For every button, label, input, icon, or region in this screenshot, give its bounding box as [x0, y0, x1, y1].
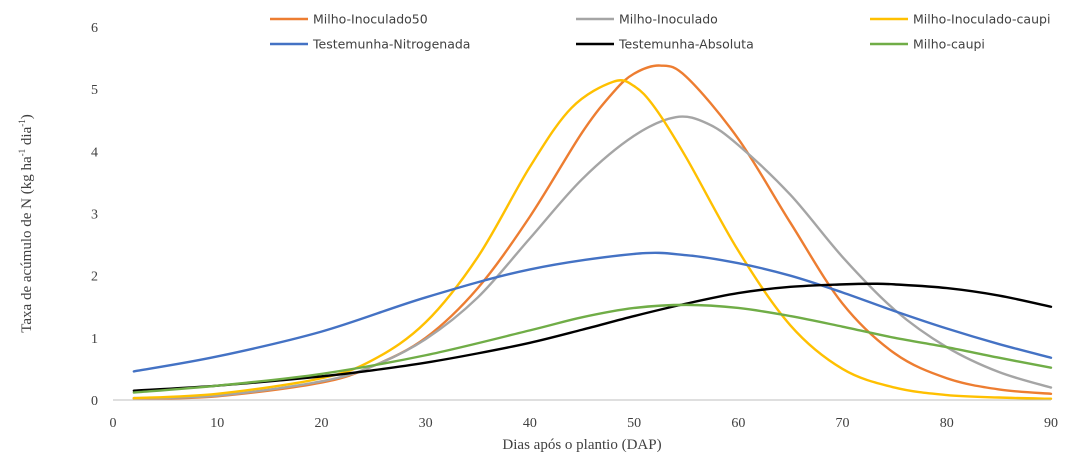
y-tick-labels: 0 1 2 3 4 5 6	[91, 21, 98, 409]
y-axis-title: Taxa de acúmulo de N (kg ha-1 dia-1)	[17, 114, 35, 332]
x-tick-label-80: 80	[940, 416, 954, 431]
series-layer	[132, 64, 1053, 400]
y-tick-label-6: 6	[91, 21, 98, 36]
series-line-milho-caupi	[132, 303, 1053, 394]
y-tick-label-2: 2	[91, 270, 98, 285]
legend-label: Milho-caupi	[913, 37, 985, 52]
y-tick-label-4: 4	[91, 145, 98, 160]
y-axis-title-sup2: -1	[17, 119, 27, 127]
x-tick-label-30: 30	[419, 416, 433, 431]
x-tick-label-90: 90	[1044, 416, 1058, 431]
series-line-milho-inoculado-caupi	[132, 79, 1053, 400]
legend-item-milho-caupi: Milho-caupi	[870, 37, 985, 52]
x-tick-label-0: 0	[110, 416, 117, 431]
y-tick-label-5: 5	[91, 83, 98, 98]
x-axis-title: Dias após o plantio (DAP)	[502, 437, 661, 453]
legend-item-milho-inoculado: Milho-Inoculado	[576, 12, 718, 27]
legend-item-testemunha-absoluta: Testemunha-Absoluta	[576, 37, 754, 52]
series-line-milho-inoculado50	[132, 64, 1053, 400]
series-line-testemunha-absoluta	[132, 282, 1053, 392]
y-axis-title-main: Taxa de acúmulo de N (kg ha	[19, 156, 35, 333]
y-axis-title-end: )	[19, 114, 35, 119]
y-tick-label-1: 1	[91, 332, 98, 347]
legend-label: Testemunha-Absoluta	[618, 37, 754, 52]
x-tick-label-40: 40	[523, 416, 537, 431]
legend-label: Milho-Inoculado	[619, 12, 718, 27]
legend: Milho-Inoculado50 Milho-Inoculado Milho-In…	[270, 12, 1050, 52]
x-tick-label-50: 50	[627, 416, 641, 431]
legend-label: Milho-Inoculado50	[313, 12, 428, 27]
y-axis-title-mid: dia	[19, 126, 35, 148]
x-tick-label-60: 60	[731, 416, 745, 431]
legend-item-testemunha-nitrogenada: Testemunha-Nitrogenada	[270, 37, 470, 52]
y-axis-title-sup1: -1	[17, 149, 27, 157]
y-tick-label-3: 3	[91, 208, 98, 223]
y-tick-label-0: 0	[91, 394, 98, 409]
legend-label: Testemunha-Nitrogenada	[312, 37, 470, 52]
x-tick-labels: 0 10 20 30 40 50 60 70 80 90	[110, 416, 1059, 431]
series-line-milho-inoculado	[132, 115, 1053, 400]
x-tick-label-70: 70	[836, 416, 850, 431]
series-line-testemunha-nitrogenada	[132, 251, 1053, 373]
legend-item-milho-inoculado50: Milho-Inoculado50	[270, 12, 428, 27]
legend-label: Milho-Inoculado-caupi	[913, 12, 1050, 27]
x-tick-label-10: 10	[210, 416, 224, 431]
legend-item-milho-inoculado-caupi: Milho-Inoculado-caupi	[870, 12, 1050, 27]
x-tick-label-20: 20	[314, 416, 328, 431]
